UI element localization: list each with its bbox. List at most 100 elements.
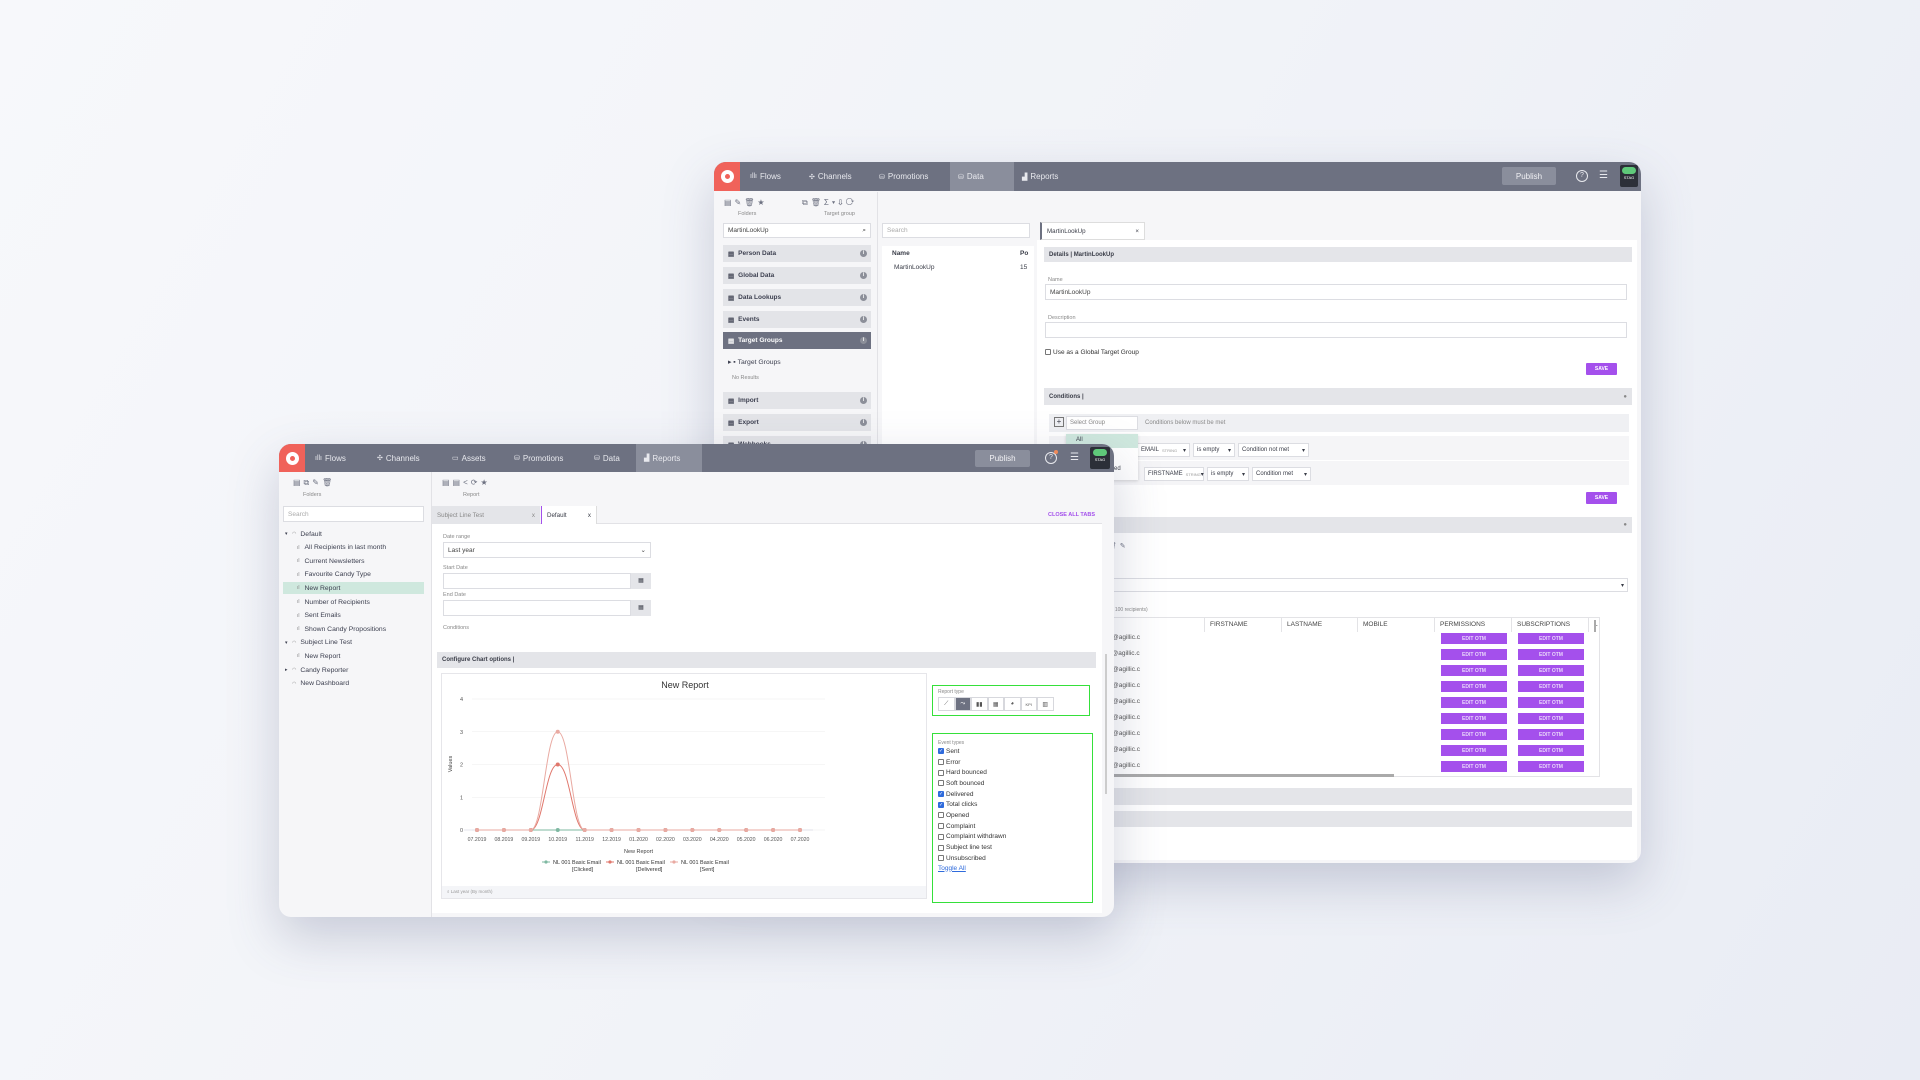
- environment-toggle[interactable]: STAG: [1620, 165, 1638, 187]
- name-input[interactable]: MartinLookUp: [1045, 284, 1627, 300]
- list-search-input[interactable]: Search: [882, 223, 1030, 238]
- event-type-complaint-withdrawn-checkbox[interactable]: Complaint withdrawn: [938, 832, 1092, 843]
- edit-subscriptions-button[interactable]: EDIT OTM: [1518, 761, 1584, 772]
- edit-permissions-button[interactable]: EDIT OTM: [1441, 761, 1507, 772]
- tree-item-target-groups[interactable]: ▸ ▪ Target Groups: [728, 358, 781, 367]
- edit-permissions-button[interactable]: EDIT OTM: [1441, 745, 1507, 756]
- nav-channels[interactable]: ✣ Channels: [801, 162, 871, 191]
- edit-permissions-button[interactable]: EDIT OTM: [1441, 697, 1507, 708]
- date-range-select[interactable]: Last year ⌄: [443, 542, 651, 558]
- nav-flows[interactable]: ıllı Flows: [742, 162, 806, 191]
- event-type-sent-checkbox[interactable]: ✓ Sent: [938, 746, 1092, 757]
- report-type-table-button[interactable]: ▦: [987, 697, 1004, 711]
- report-search-input[interactable]: Search: [283, 506, 424, 522]
- nav-flows[interactable]: ıllı Flows: [307, 444, 365, 472]
- edit-permissions-button[interactable]: EDIT OTM: [1441, 649, 1507, 660]
- caret-down-icon[interactable]: ▾: [285, 531, 288, 537]
- global-target-group-checkbox[interactable]: Use as a Global Target Group: [1045, 347, 1139, 358]
- edit-permissions-button[interactable]: EDIT OTM: [1441, 729, 1507, 740]
- tree-item-sent-emails[interactable]: ıl Sent Emails: [293, 610, 341, 622]
- checkbox-icon[interactable]: [938, 823, 944, 830]
- edit-subscriptions-button[interactable]: EDIT OTM: [1518, 665, 1584, 676]
- edit-subscriptions-button[interactable]: EDIT OTM: [1518, 745, 1584, 756]
- info-icon[interactable]: i: [860, 419, 867, 426]
- close-all-tabs-link[interactable]: CLOSE ALL TABS: [1048, 512, 1095, 518]
- event-type-subject-line-test-checkbox[interactable]: Subject line test: [938, 842, 1092, 853]
- report-type-kpi-button[interactable]: KPI: [1020, 697, 1037, 711]
- list-row-name[interactable]: MartinLookUp: [894, 264, 935, 271]
- tree-item-current-newsletters[interactable]: ıl Current Newsletters: [293, 555, 365, 567]
- tree-item-new-report[interactable]: ıl New Report: [283, 582, 424, 595]
- category-data-lookups[interactable]: ▤ Data Lookups i: [723, 289, 871, 306]
- event-type-opened-checkbox[interactable]: Opened: [938, 810, 1092, 821]
- main-scrollbar[interactable]: [1105, 654, 1107, 794]
- col-po[interactable]: Po: [1020, 250, 1029, 257]
- tree-item-candy-reporter[interactable]: ▸ ◠ Candy Reporter: [285, 664, 348, 676]
- category-events[interactable]: ▤ Events i: [723, 311, 871, 328]
- close-tab-icon[interactable]: ×: [1135, 227, 1139, 235]
- col-name[interactable]: Name: [892, 250, 910, 257]
- info-icon[interactable]: i: [860, 272, 867, 279]
- nav-assets[interactable]: ▭ Assets: [444, 444, 506, 472]
- end-date-input[interactable]: [443, 600, 631, 616]
- checkbox-icon[interactable]: [938, 812, 944, 819]
- nav-reports[interactable]: ▟ Reports: [1014, 162, 1074, 191]
- event-type-error-checkbox[interactable]: Error: [938, 757, 1092, 768]
- caret-right-icon[interactable]: ▸: [285, 667, 288, 673]
- nav-data[interactable]: ⛁ Data: [586, 444, 636, 472]
- close-tab-icon[interactable]: x: [531, 511, 535, 519]
- tab-martinlookup[interactable]: MartinLookUp ×: [1040, 222, 1145, 240]
- save-conditions-button[interactable]: SAVE: [1586, 492, 1617, 504]
- category-global-data[interactable]: ▤ Global Data i: [723, 267, 871, 284]
- tree-item-shown-candy-propositions[interactable]: ıl Shown Candy Propositions: [293, 623, 386, 635]
- nav-reports[interactable]: ▟ Reports: [636, 444, 702, 472]
- tree-item-new-dashboard[interactable]: ◠ New Dashboard: [285, 678, 349, 690]
- edit-permissions-button[interactable]: EDIT OTM: [1441, 713, 1507, 724]
- result-dropdown[interactable]: Condition not met ▾: [1238, 443, 1309, 457]
- nav-promotions[interactable]: ⛁ Promotions: [506, 444, 586, 472]
- edit-permissions-button[interactable]: EDIT OTM: [1441, 681, 1507, 692]
- info-icon[interactable]: i: [860, 397, 867, 404]
- checkbox-icon[interactable]: [938, 833, 944, 840]
- checkbox-icon[interactable]: [938, 780, 944, 787]
- report-type-pie-button[interactable]: ◕: [1004, 697, 1021, 711]
- report-type-bar-button[interactable]: ▮▮: [971, 697, 988, 711]
- column-lastname[interactable]: LASTNAME: [1282, 617, 1358, 632]
- checkbox-icon[interactable]: [938, 855, 944, 862]
- column-subscriptions[interactable]: SUBSCRIPTIONS: [1512, 617, 1589, 632]
- edit-subscriptions-button[interactable]: EDIT OTM: [1518, 681, 1584, 692]
- info-icon[interactable]: i: [860, 337, 867, 344]
- tree-item-new-report[interactable]: ıl New Report: [293, 650, 340, 662]
- help-icon[interactable]: ?: [1576, 170, 1588, 182]
- edit-subscriptions-button[interactable]: EDIT OTM: [1518, 729, 1584, 740]
- environment-toggle[interactable]: STAG: [1090, 447, 1110, 469]
- save-button[interactable]: SAVE: [1586, 363, 1617, 375]
- category-export[interactable]: ▤ Export i: [723, 414, 871, 431]
- tree-item-all-recipients-in-last-month[interactable]: ıl All Recipients in last month: [293, 542, 386, 554]
- edit-permissions-button[interactable]: EDIT OTM: [1441, 633, 1507, 644]
- report-type-columns-button[interactable]: ▥: [1037, 697, 1054, 711]
- info-icon[interactable]: i: [860, 316, 867, 323]
- refresh-icon[interactable]: ⟳: [470, 478, 481, 487]
- edit-subscriptions-button[interactable]: EDIT OTM: [1518, 697, 1584, 708]
- category-search-input[interactable]: MartinLookUp ⌕: [723, 223, 871, 238]
- caret-down-icon[interactable]: ▾: [285, 639, 288, 646]
- operator-dropdown[interactable]: is empty ▾: [1207, 467, 1249, 481]
- tree-item-subject-line-test[interactable]: ▾ ◠ Subject Line Test: [285, 637, 352, 649]
- checkbox-icon[interactable]: ✓: [938, 791, 944, 798]
- checkbox-icon[interactable]: [938, 759, 944, 766]
- settings-sliders-icon[interactable]: ☰: [1070, 452, 1079, 463]
- tree-item-default[interactable]: ▾ ◠ Default: [285, 528, 322, 540]
- logo[interactable]: [714, 162, 740, 191]
- tab-default[interactable]: Default x: [541, 506, 597, 524]
- edit-subscriptions-button[interactable]: EDIT OTM: [1518, 633, 1584, 644]
- category-import[interactable]: ▤ Import i: [723, 392, 871, 409]
- info-icon[interactable]: i: [860, 250, 867, 257]
- publish-button[interactable]: Publish: [1502, 167, 1556, 185]
- report-type-line-button[interactable]: ⟋: [938, 697, 955, 711]
- field-dropdown[interactable]: EMAIL STRING ▾: [1137, 443, 1190, 457]
- category-target-groups[interactable]: ▤ Target Groups i: [723, 332, 871, 349]
- operator-dropdown[interactable]: is empty ▾: [1193, 443, 1235, 457]
- nav-promotions[interactable]: ⛁ Promotions: [871, 162, 950, 191]
- close-tab-icon[interactable]: x: [587, 511, 591, 519]
